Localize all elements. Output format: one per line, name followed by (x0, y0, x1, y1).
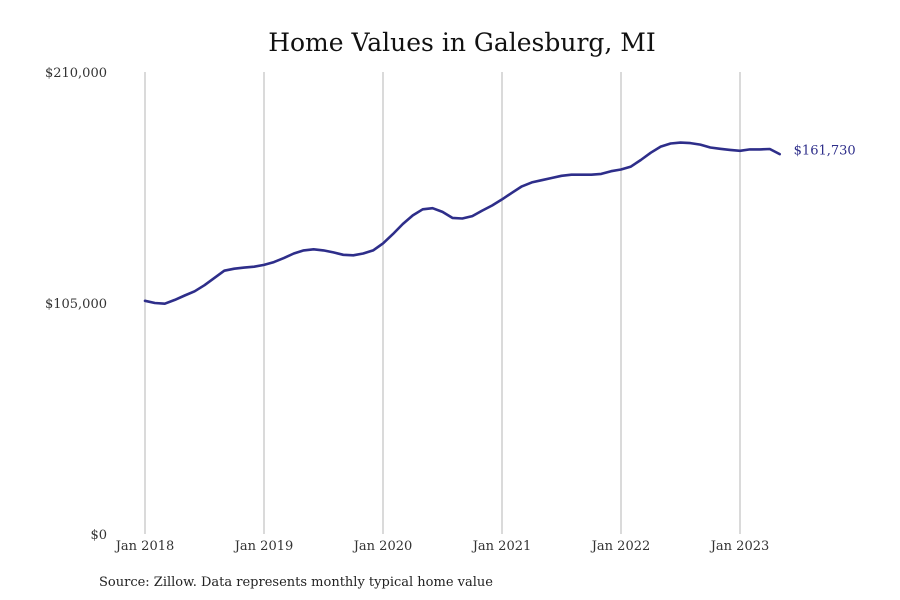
end-value-label: $161,730 (794, 143, 856, 158)
x-tick-label: Jan 2021 (471, 539, 532, 554)
y-tick-label: $210,000 (45, 66, 107, 81)
x-tick-label: Jan 2023 (709, 539, 770, 554)
y-tick-label: $0 (90, 528, 107, 543)
x-tick-label: Jan 2020 (352, 539, 413, 554)
x-tick-label: Jan 2019 (233, 539, 294, 554)
y-axis-ticks: $0 $105,000 $210,000 (45, 66, 107, 543)
x-axis-ticks: Jan 2018 Jan 2019 Jan 2020 Jan 2021 Jan 2022… (114, 539, 770, 554)
source-note: Source: Zillow. Data represents monthly … (99, 575, 493, 590)
x-gridlines (144, 72, 741, 534)
x-tick-label: Jan 2018 (114, 539, 175, 554)
y-tick-label: $105,000 (45, 297, 107, 312)
chart-title: Home Values in Galesburg, MI (268, 28, 656, 57)
x-tick-label: Jan 2022 (590, 539, 651, 554)
series-line (143, 141, 781, 305)
